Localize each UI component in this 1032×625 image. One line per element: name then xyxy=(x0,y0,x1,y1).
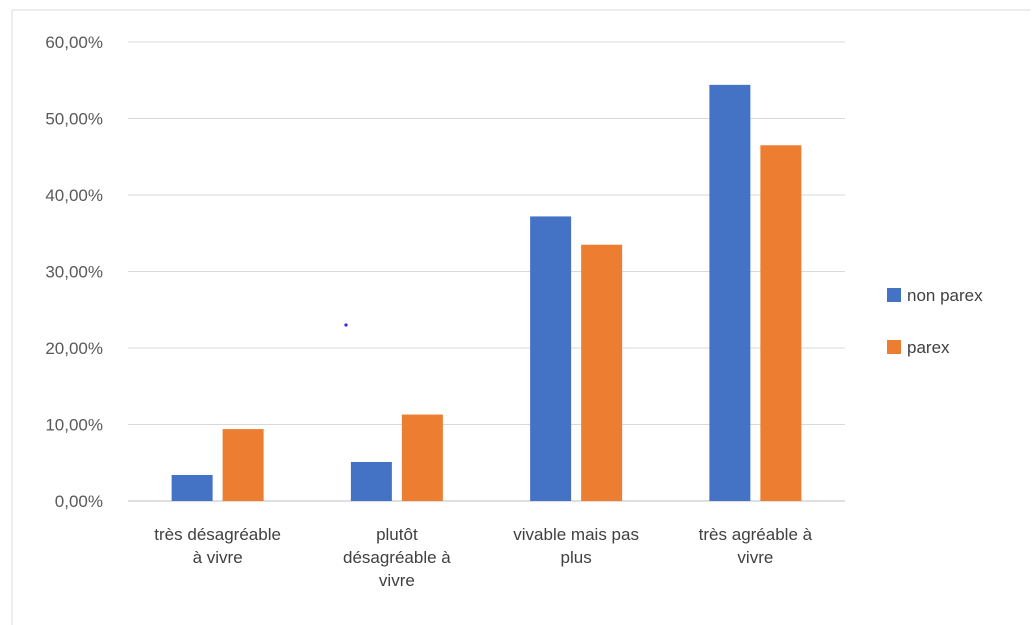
x-axis-categories: très désagréable à vivre plutôt désagréable… xyxy=(154,525,812,590)
legend-label: parex xyxy=(907,338,950,357)
category-label: très désagréable à vivre xyxy=(154,525,281,567)
bar-non-parex-1 xyxy=(350,461,392,501)
bar-non-parex-3 xyxy=(709,84,751,501)
y-tick-label: 10,00% xyxy=(45,416,103,435)
bar-non-parex-2 xyxy=(530,216,572,502)
stray-dot xyxy=(344,323,348,327)
bar-non-parex-0 xyxy=(171,474,213,501)
legend-swatch xyxy=(887,340,901,354)
bar-parex-2 xyxy=(581,244,623,501)
bar-parex-3 xyxy=(760,145,802,501)
category-label: vivable mais pas plus xyxy=(513,525,639,567)
bars xyxy=(171,84,802,502)
y-tick-label: 0,00% xyxy=(55,492,103,511)
legend: non parex parex xyxy=(887,286,983,357)
y-tick-label: 50,00% xyxy=(45,110,103,129)
y-tick-label: 40,00% xyxy=(45,186,103,205)
y-tick-label: 30,00% xyxy=(45,263,103,282)
category-label: très agréable à vivre xyxy=(699,525,813,567)
category-label: plutôt désagréable à vivre xyxy=(343,525,451,590)
bar-parex-0 xyxy=(222,429,264,501)
y-axis-ticks: 0,00% 10,00% 20,00% 30,00% 40,00% 50,00% 60,00… xyxy=(45,33,103,511)
legend-label: non parex xyxy=(907,286,983,305)
y-tick-label: 20,00% xyxy=(45,339,103,358)
legend-swatch xyxy=(887,288,901,302)
bar-parex-1 xyxy=(401,414,443,501)
y-tick-label: 60,00% xyxy=(45,33,103,52)
